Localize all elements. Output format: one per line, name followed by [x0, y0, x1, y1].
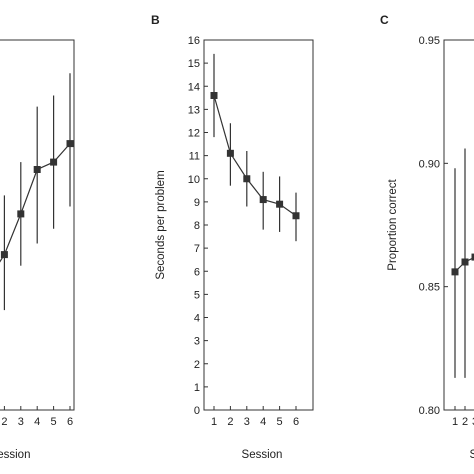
y-tick-label: 8	[194, 220, 200, 232]
x-axis-label: Session	[0, 449, 30, 461]
data-point	[451, 268, 459, 276]
x-tick-label: 1	[211, 416, 217, 428]
data-point	[243, 175, 251, 183]
y-tick-label: 14	[188, 81, 200, 93]
y-tick-label: 4	[194, 313, 200, 325]
x-tick-label: 1	[452, 416, 458, 428]
x-tick-label: 2	[462, 416, 468, 428]
x-tick-label: 3	[244, 416, 250, 428]
plot-frame	[0, 39, 75, 411]
x-tick-label: 2	[1, 416, 7, 428]
plot-frame	[203, 39, 314, 411]
data-point	[210, 92, 218, 99]
y-tick-label: 3	[194, 336, 200, 348]
x-tick-label: 6	[67, 416, 73, 428]
x-tick-label: 3	[18, 416, 24, 428]
x-tick-label: 5	[51, 416, 57, 428]
y-tick-label: 0	[194, 405, 200, 417]
y-tick-label: 7	[194, 243, 200, 255]
y-tick-label: 10	[188, 174, 200, 186]
y-tick-label: 9	[194, 197, 200, 209]
series-line	[0, 143, 71, 263]
y-tick-label: 12	[188, 128, 200, 140]
data-point	[276, 200, 284, 208]
data-point	[461, 258, 469, 266]
panel-letter: B	[151, 13, 160, 27]
data-point	[226, 149, 234, 157]
data-point	[0, 251, 8, 259]
y-axis-label: Proportion correct	[387, 178, 399, 270]
data-point	[66, 140, 74, 148]
x-axis-label: Session	[242, 449, 283, 461]
x-tick-label: 4	[34, 416, 40, 428]
y-tick-label: 13	[188, 104, 200, 116]
data-point	[471, 253, 474, 261]
x-tick-label: 5	[277, 416, 283, 428]
x-tick-label: 6	[293, 416, 299, 428]
plot-frame	[443, 39, 474, 411]
y-tick-label: 0.85	[419, 282, 440, 294]
x-axis-label: Session	[470, 449, 474, 461]
x-tick-label: 3	[472, 416, 474, 428]
x-tick-label: 4	[260, 416, 266, 428]
y-tick-label: 15	[188, 58, 200, 70]
y-tick-label: 16	[188, 35, 200, 47]
y-tick-label: 0.95	[419, 35, 440, 47]
y-axis-label: Seconds per problem	[155, 170, 167, 279]
x-tick-label: 2	[227, 416, 233, 428]
y-tick-label: 11	[189, 151, 200, 163]
panel-letter: C	[380, 13, 389, 27]
data-point	[259, 196, 267, 204]
data-point	[50, 158, 58, 166]
panel-3: C0.800.850.900.95123456SessionProportion…	[380, 13, 474, 461]
y-tick-label: 0.90	[419, 158, 440, 170]
y-tick-label: 6	[194, 266, 200, 278]
data-point	[17, 210, 25, 218]
y-tick-label: 1	[194, 382, 200, 394]
series-line	[213, 95, 297, 217]
y-tick-label: 5	[194, 289, 200, 301]
data-point	[292, 212, 300, 220]
data-point	[33, 166, 41, 173]
y-tick-label: 0.80	[419, 405, 440, 417]
y-tick-label: 2	[194, 359, 200, 371]
